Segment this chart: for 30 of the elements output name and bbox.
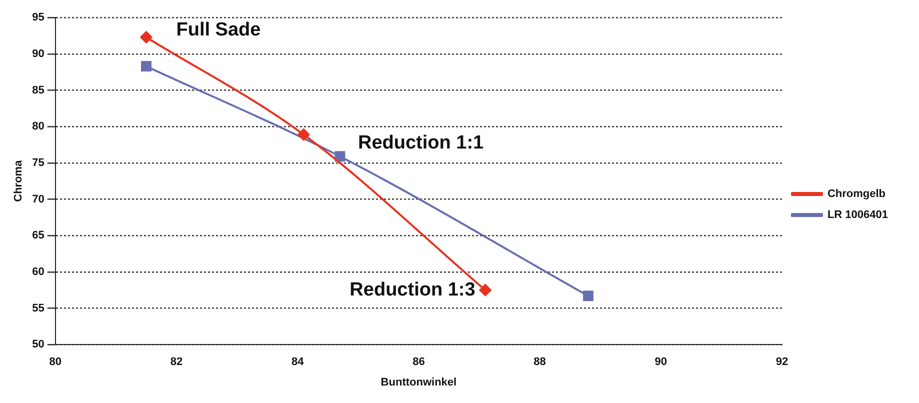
annotation: Full Sade <box>176 19 261 40</box>
y-tick-label: 60 <box>32 266 44 278</box>
y-tick-label: 80 <box>32 120 44 133</box>
point <box>334 151 346 162</box>
y-tick-label: 50 <box>32 338 44 351</box>
x-axis-title: Bunttonwinkel <box>380 376 457 388</box>
legend-label: Chromgelb <box>827 188 886 200</box>
y-tick-label: 55 <box>32 302 44 314</box>
point <box>479 284 492 296</box>
annotation: Reduction 1:1 <box>358 132 484 154</box>
point <box>298 128 310 141</box>
x-tick-label: 90 <box>654 356 667 368</box>
y-tick-label: 70 <box>32 193 44 206</box>
point <box>140 31 152 44</box>
y-tick-label: 90 <box>32 48 44 60</box>
legend-label: LR 1006401 <box>827 209 888 222</box>
y-tick-label: 75 <box>32 156 44 169</box>
x-tick-label: 84 <box>291 356 305 368</box>
x-tick-label: 92 <box>776 356 788 368</box>
x-tick-label: 86 <box>412 356 425 368</box>
annotation: Reduction 1:3 <box>350 279 476 300</box>
y-tick-label: 95 <box>32 12 44 24</box>
y-tick-label: 65 <box>32 230 44 242</box>
x-tick-label: 82 <box>170 356 183 368</box>
point <box>582 290 594 302</box>
y-tick-label: 85 <box>32 84 44 96</box>
x-tick-label: 80 <box>49 356 62 368</box>
x-tick-label: 88 <box>534 356 546 368</box>
y-axis-title: Chroma <box>12 159 25 202</box>
point <box>141 61 152 72</box>
